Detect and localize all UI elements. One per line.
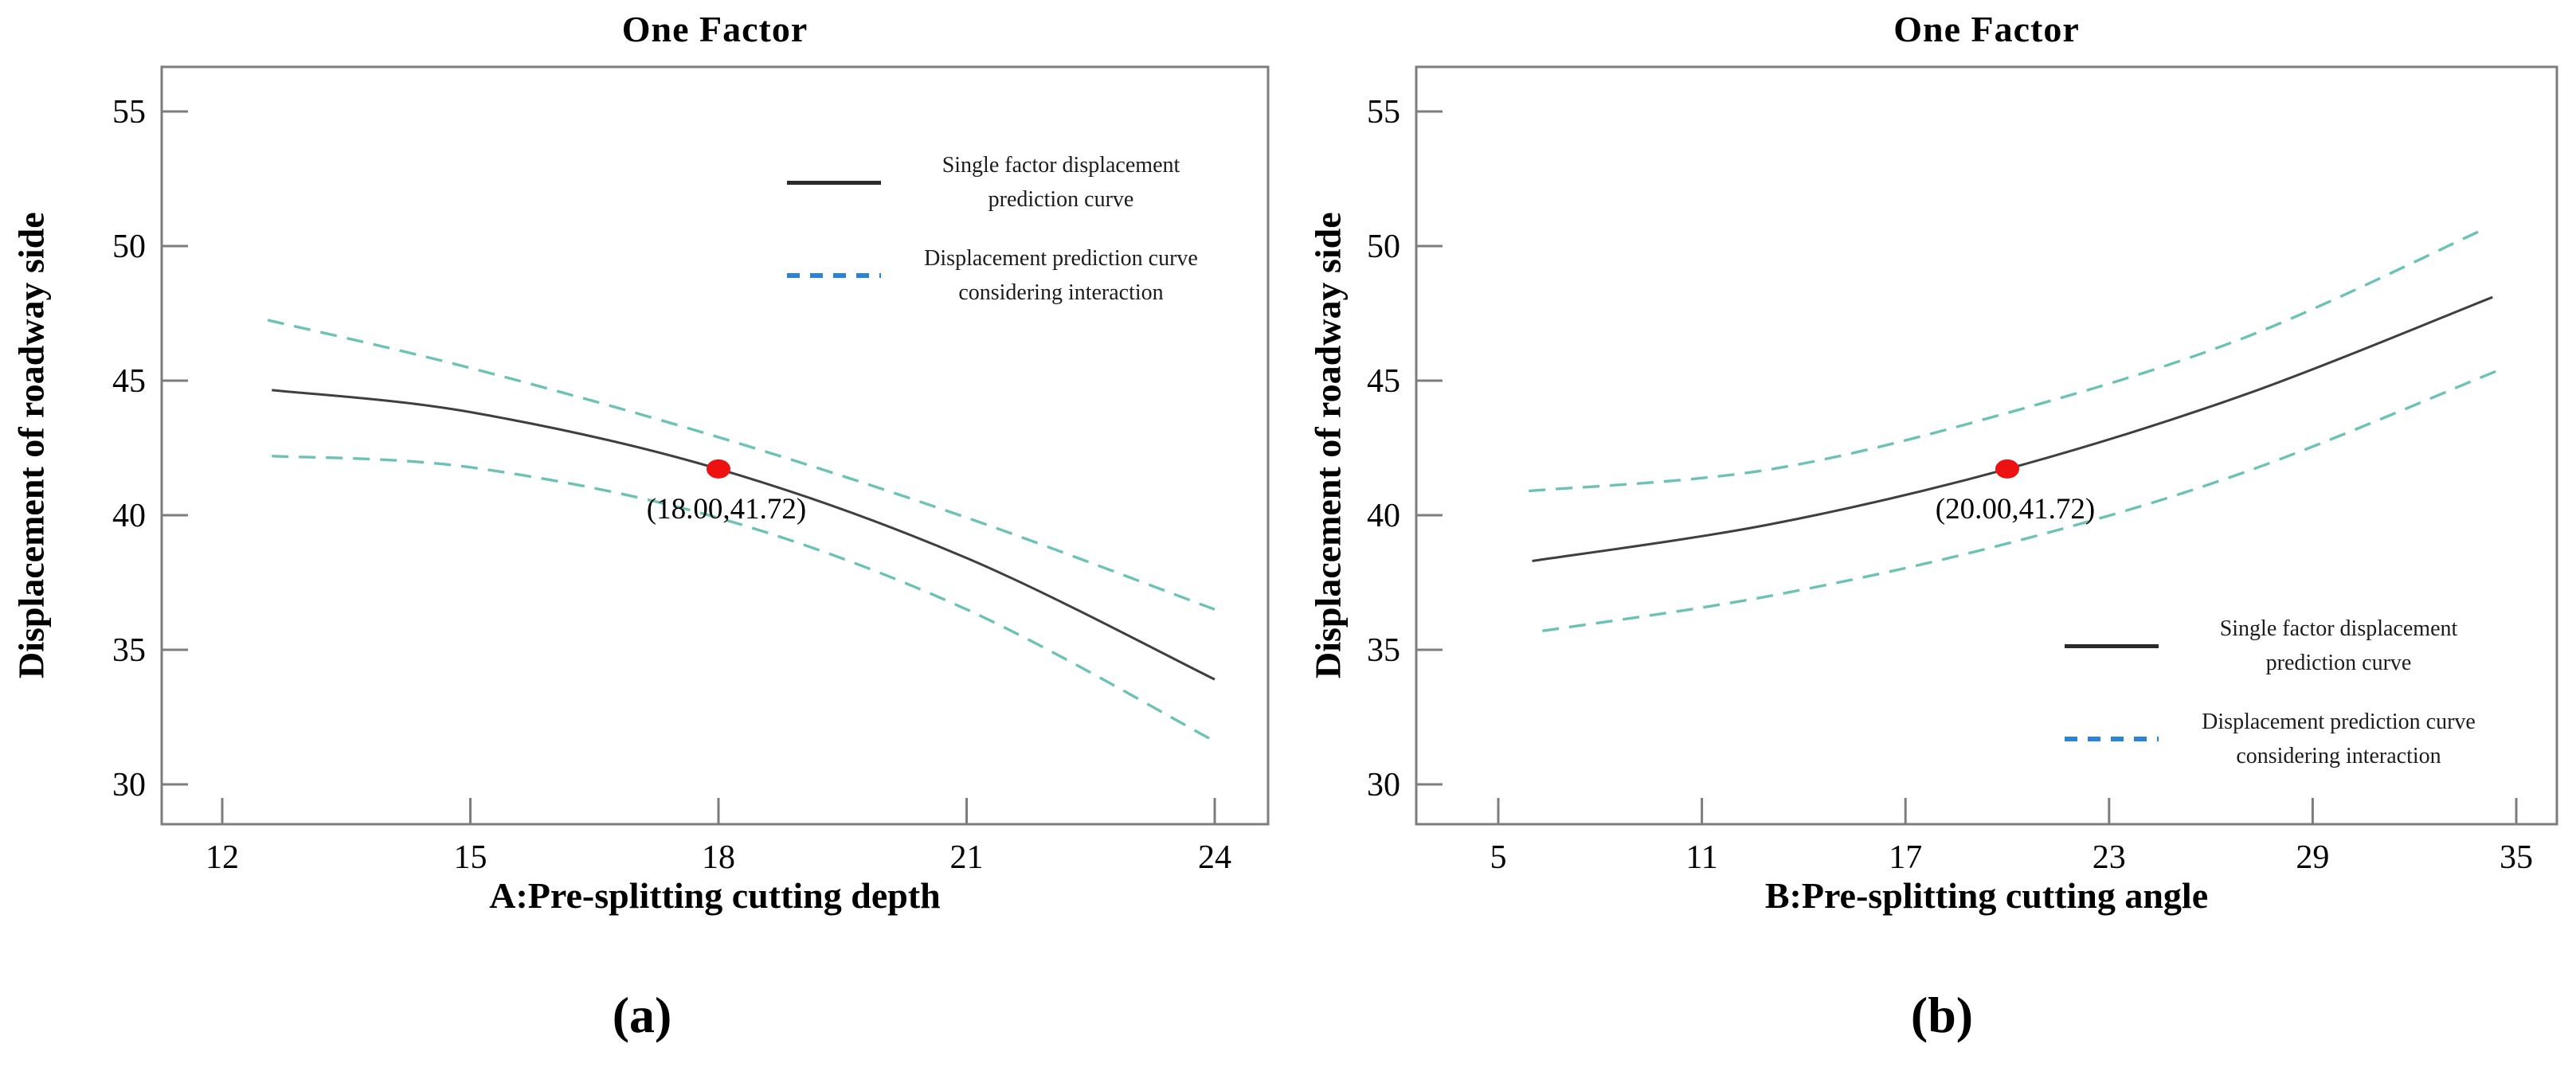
caption-b: (b) xyxy=(1910,987,1974,1043)
chart-b-legend: Single factor displacement prediction cu… xyxy=(2065,612,2498,798)
x-tick-label: 24 xyxy=(1198,839,1231,876)
x-tick-label: 15 xyxy=(454,839,487,876)
y-tick-label: 30 xyxy=(1367,767,1400,803)
legend-label-dashed: Displacement prediction curve considerin… xyxy=(924,245,1198,306)
optimum-point xyxy=(707,459,730,479)
chart-a-y-axis-label: Displacement of roadway side xyxy=(10,212,52,679)
x-tick-label: 21 xyxy=(950,839,984,876)
interaction-band-curve xyxy=(1542,368,2500,633)
interaction-band-curve xyxy=(267,319,1216,611)
y-tick-label: 55 xyxy=(1367,94,1400,131)
interaction-band-curve xyxy=(1529,229,2484,493)
y-tick-label: 50 xyxy=(112,229,146,265)
y-tick-label: 55 xyxy=(112,94,146,131)
dashed-line-swatch xyxy=(787,273,881,279)
x-tick-label: 29 xyxy=(2296,839,2329,876)
y-tick-label: 45 xyxy=(1367,363,1400,400)
x-tick-label: 23 xyxy=(2093,839,2126,876)
y-tick-label: 40 xyxy=(1367,498,1400,534)
dashed-line-swatch xyxy=(2065,737,2159,742)
chart-a-legend: Single factor displacement prediction cu… xyxy=(787,148,1220,334)
interaction-band-curve xyxy=(272,454,1216,743)
point-label: (18.00,41.72) xyxy=(647,493,806,526)
y-tick-label: 40 xyxy=(112,498,146,534)
solid-line-swatch xyxy=(2065,643,2159,648)
legend-label-solid: Single factor displacement prediction cu… xyxy=(2219,616,2458,676)
x-tick-label: 17 xyxy=(1889,839,1922,876)
chart-a: 12 15 18 21 24 55 50 45 40 35 30 (18.00,41.72) xyxy=(112,65,1270,876)
legend-entry-dashed: Displacement prediction curve considerin… xyxy=(2065,705,2498,774)
point-label: (20.00,41.72) xyxy=(1936,493,2095,526)
caption-a: (a) xyxy=(612,987,672,1043)
prediction-curve xyxy=(272,389,1216,681)
chart-b-y-axis-label: Displacement of roadway side xyxy=(1307,212,1349,679)
plot-frame xyxy=(160,65,1270,826)
x-tick-label: 35 xyxy=(2500,839,2533,876)
y-tick-label: 35 xyxy=(1367,632,1400,669)
legend-label-dashed: Displacement prediction curve considerin… xyxy=(2202,709,2476,769)
x-tick-label: 12 xyxy=(206,839,239,876)
chart-b: 5 11 17 23 29 35 55 50 45 40 35 30 (20.00,41.72) xyxy=(1367,65,2558,876)
legend-entry-solid: Single factor displacement prediction cu… xyxy=(2065,612,2498,681)
legend-entry-dashed: Displacement prediction curve considerin… xyxy=(787,241,1220,311)
plot-frame xyxy=(1415,65,2558,826)
chart-b-title: One Factor xyxy=(1893,9,2080,49)
y-tick-label: 30 xyxy=(112,767,146,803)
x-tick-label: 11 xyxy=(1685,839,1717,876)
x-tick-label: 5 xyxy=(1490,839,1507,876)
chart-a-x-axis-label: A:Pre-splitting cutting depth xyxy=(489,875,941,916)
x-tick-label: 18 xyxy=(702,839,735,876)
chart-a-title: One Factor xyxy=(621,9,808,49)
legend-entry-solid: Single factor displacement prediction cu… xyxy=(787,148,1220,217)
y-tick-label: 45 xyxy=(112,363,146,400)
optimum-point xyxy=(1995,459,2019,479)
chart-b-x-axis-label: B:Pre-splitting cutting angle xyxy=(1764,875,2209,916)
y-tick-label: 50 xyxy=(1367,229,1400,265)
y-tick-label: 35 xyxy=(112,632,146,669)
solid-line-swatch xyxy=(787,180,881,185)
legend-label-solid: Single factor displacement prediction cu… xyxy=(942,153,1180,213)
